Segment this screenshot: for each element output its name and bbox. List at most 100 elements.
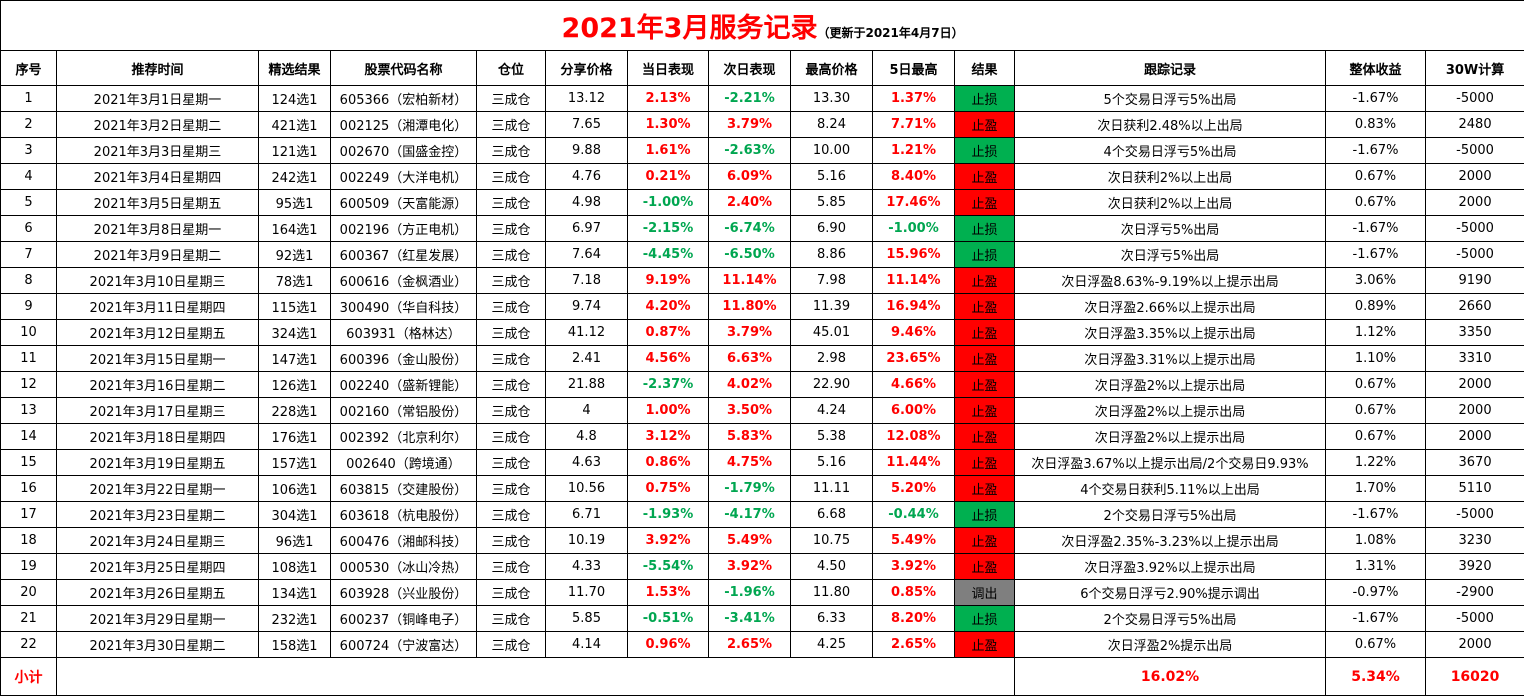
cell-no[interactable]: 21 <box>0 605 57 632</box>
cell-date[interactable]: 2021年3月12日星期五 <box>56 319 259 346</box>
cell-day-perf[interactable]: 4.56% <box>627 345 709 372</box>
cell-30w[interactable]: 5110 <box>1424 475 1524 502</box>
cell-high-price[interactable]: 22.90 <box>790 371 873 398</box>
cell-pick[interactable]: 124选1 <box>258 85 331 112</box>
cell-30w[interactable]: 3920 <box>1424 553 1524 580</box>
cell-no[interactable]: 8 <box>0 267 57 294</box>
cell-price[interactable]: 6.71 <box>545 501 628 528</box>
cell-position[interactable]: 三成仓 <box>476 189 546 216</box>
cell-date[interactable]: 2021年3月8日星期一 <box>56 215 259 242</box>
cell-date[interactable]: 2021年3月25日星期四 <box>56 553 259 580</box>
cell-result[interactable]: 止盈 <box>954 631 1015 658</box>
cell-price[interactable]: 4.63 <box>545 449 628 476</box>
cell-date[interactable]: 2021年3月17日星期三 <box>56 397 259 424</box>
subtotal-blank[interactable] <box>56 657 1015 696</box>
cell-no[interactable]: 10 <box>0 319 57 346</box>
cell-track[interactable]: 次日获利2.48%以上出局 <box>1014 111 1326 138</box>
cell-day-perf[interactable]: 0.86% <box>627 449 709 476</box>
cell-5day-high[interactable]: 3.92% <box>872 553 955 580</box>
col-header-position[interactable]: 仓位 <box>476 50 546 86</box>
cell-position[interactable]: 三成仓 <box>476 137 546 164</box>
cell-result[interactable]: 止盈 <box>954 423 1015 450</box>
cell-position[interactable]: 三成仓 <box>476 397 546 424</box>
cell-pick[interactable]: 92选1 <box>258 241 331 268</box>
cell-gain[interactable]: 0.67% <box>1325 397 1426 424</box>
col-header-pick[interactable]: 精选结果 <box>258 50 331 86</box>
cell-next-perf[interactable]: -1.96% <box>708 579 791 606</box>
cell-next-perf[interactable]: -6.50% <box>708 241 791 268</box>
cell-day-perf[interactable]: -1.00% <box>627 189 709 216</box>
cell-gain[interactable]: 0.89% <box>1325 293 1426 320</box>
cell-track[interactable]: 2个交易日浮亏5%出局 <box>1014 501 1326 528</box>
cell-5day-high[interactable]: -1.00% <box>872 215 955 242</box>
cell-day-perf[interactable]: -2.15% <box>627 215 709 242</box>
cell-pick[interactable]: 78选1 <box>258 267 331 294</box>
cell-position[interactable]: 三成仓 <box>476 163 546 190</box>
cell-day-perf[interactable]: -0.51% <box>627 605 709 632</box>
cell-price[interactable]: 13.12 <box>545 85 628 112</box>
cell-gain[interactable]: -1.67% <box>1325 501 1426 528</box>
cell-30w[interactable]: 2000 <box>1424 163 1524 190</box>
cell-no[interactable]: 16 <box>0 475 57 502</box>
cell-day-perf[interactable]: -2.37% <box>627 371 709 398</box>
cell-result[interactable]: 止损 <box>954 241 1015 268</box>
cell-day-perf[interactable]: 3.92% <box>627 527 709 554</box>
cell-5day-high[interactable]: 11.14% <box>872 267 955 294</box>
col-header-day-perf[interactable]: 当日表现 <box>627 50 709 86</box>
cell-result[interactable]: 止盈 <box>954 475 1015 502</box>
cell-gain[interactable]: 0.67% <box>1325 631 1426 658</box>
cell-track[interactable]: 4个交易日获利5.11%以上出局 <box>1014 475 1326 502</box>
cell-pick[interactable]: 108选1 <box>258 553 331 580</box>
cell-position[interactable]: 三成仓 <box>476 527 546 554</box>
cell-30w[interactable]: 2000 <box>1424 423 1524 450</box>
cell-price[interactable]: 10.19 <box>545 527 628 554</box>
cell-gain[interactable]: -1.67% <box>1325 605 1426 632</box>
cell-result[interactable]: 止盈 <box>954 527 1015 554</box>
cell-gain[interactable]: -0.97% <box>1325 579 1426 606</box>
cell-result[interactable]: 止盈 <box>954 267 1015 294</box>
cell-result[interactable]: 止盈 <box>954 189 1015 216</box>
cell-5day-high[interactable]: 1.37% <box>872 85 955 112</box>
cell-5day-high[interactable]: 9.46% <box>872 319 955 346</box>
cell-no[interactable]: 13 <box>0 397 57 424</box>
cell-no[interactable]: 22 <box>0 631 57 658</box>
cell-5day-high[interactable]: -0.44% <box>872 501 955 528</box>
cell-high-price[interactable]: 6.90 <box>790 215 873 242</box>
cell-no[interactable]: 14 <box>0 423 57 450</box>
cell-30w[interactable]: 2000 <box>1424 189 1524 216</box>
cell-30w[interactable]: -5000 <box>1424 241 1524 268</box>
cell-next-perf[interactable]: 3.92% <box>708 553 791 580</box>
cell-gain[interactable]: -1.67% <box>1325 215 1426 242</box>
cell-stock[interactable]: 603931（格林达） <box>330 319 477 346</box>
cell-price[interactable]: 5.85 <box>545 605 628 632</box>
cell-pick[interactable]: 164选1 <box>258 215 331 242</box>
col-header-price[interactable]: 分享价格 <box>545 50 628 86</box>
cell-position[interactable]: 三成仓 <box>476 423 546 450</box>
cell-result[interactable]: 止盈 <box>954 163 1015 190</box>
col-header-high-price[interactable]: 最高价格 <box>790 50 873 86</box>
cell-track[interactable]: 2个交易日浮亏5%出局 <box>1014 605 1326 632</box>
subtotal-30w-total[interactable]: 16020 <box>1424 657 1524 696</box>
cell-5day-high[interactable]: 2.65% <box>872 631 955 658</box>
cell-price[interactable]: 7.64 <box>545 241 628 268</box>
cell-pick[interactable]: 242选1 <box>258 163 331 190</box>
cell-gain[interactable]: 0.67% <box>1325 423 1426 450</box>
col-header-track[interactable]: 跟踪记录 <box>1014 50 1326 86</box>
cell-date[interactable]: 2021年3月9日星期二 <box>56 241 259 268</box>
cell-track[interactable]: 次日浮盈2.35%-3.23%以上提示出局 <box>1014 527 1326 554</box>
cell-result[interactable]: 调出 <box>954 579 1015 606</box>
cell-5day-high[interactable]: 23.65% <box>872 345 955 372</box>
cell-high-price[interactable]: 45.01 <box>790 319 873 346</box>
cell-date[interactable]: 2021年3月19日星期五 <box>56 449 259 476</box>
cell-next-perf[interactable]: 3.79% <box>708 319 791 346</box>
cell-high-price[interactable]: 8.24 <box>790 111 873 138</box>
subtotal-gain-total[interactable]: 5.34% <box>1325 657 1426 696</box>
cell-high-price[interactable]: 13.30 <box>790 85 873 112</box>
cell-gain[interactable]: 0.67% <box>1325 163 1426 190</box>
cell-stock[interactable]: 600396（金山股份） <box>330 345 477 372</box>
cell-price[interactable]: 9.88 <box>545 137 628 164</box>
cell-high-price[interactable]: 6.68 <box>790 501 873 528</box>
cell-price[interactable]: 11.70 <box>545 579 628 606</box>
cell-position[interactable]: 三成仓 <box>476 605 546 632</box>
cell-date[interactable]: 2021年3月18日星期四 <box>56 423 259 450</box>
